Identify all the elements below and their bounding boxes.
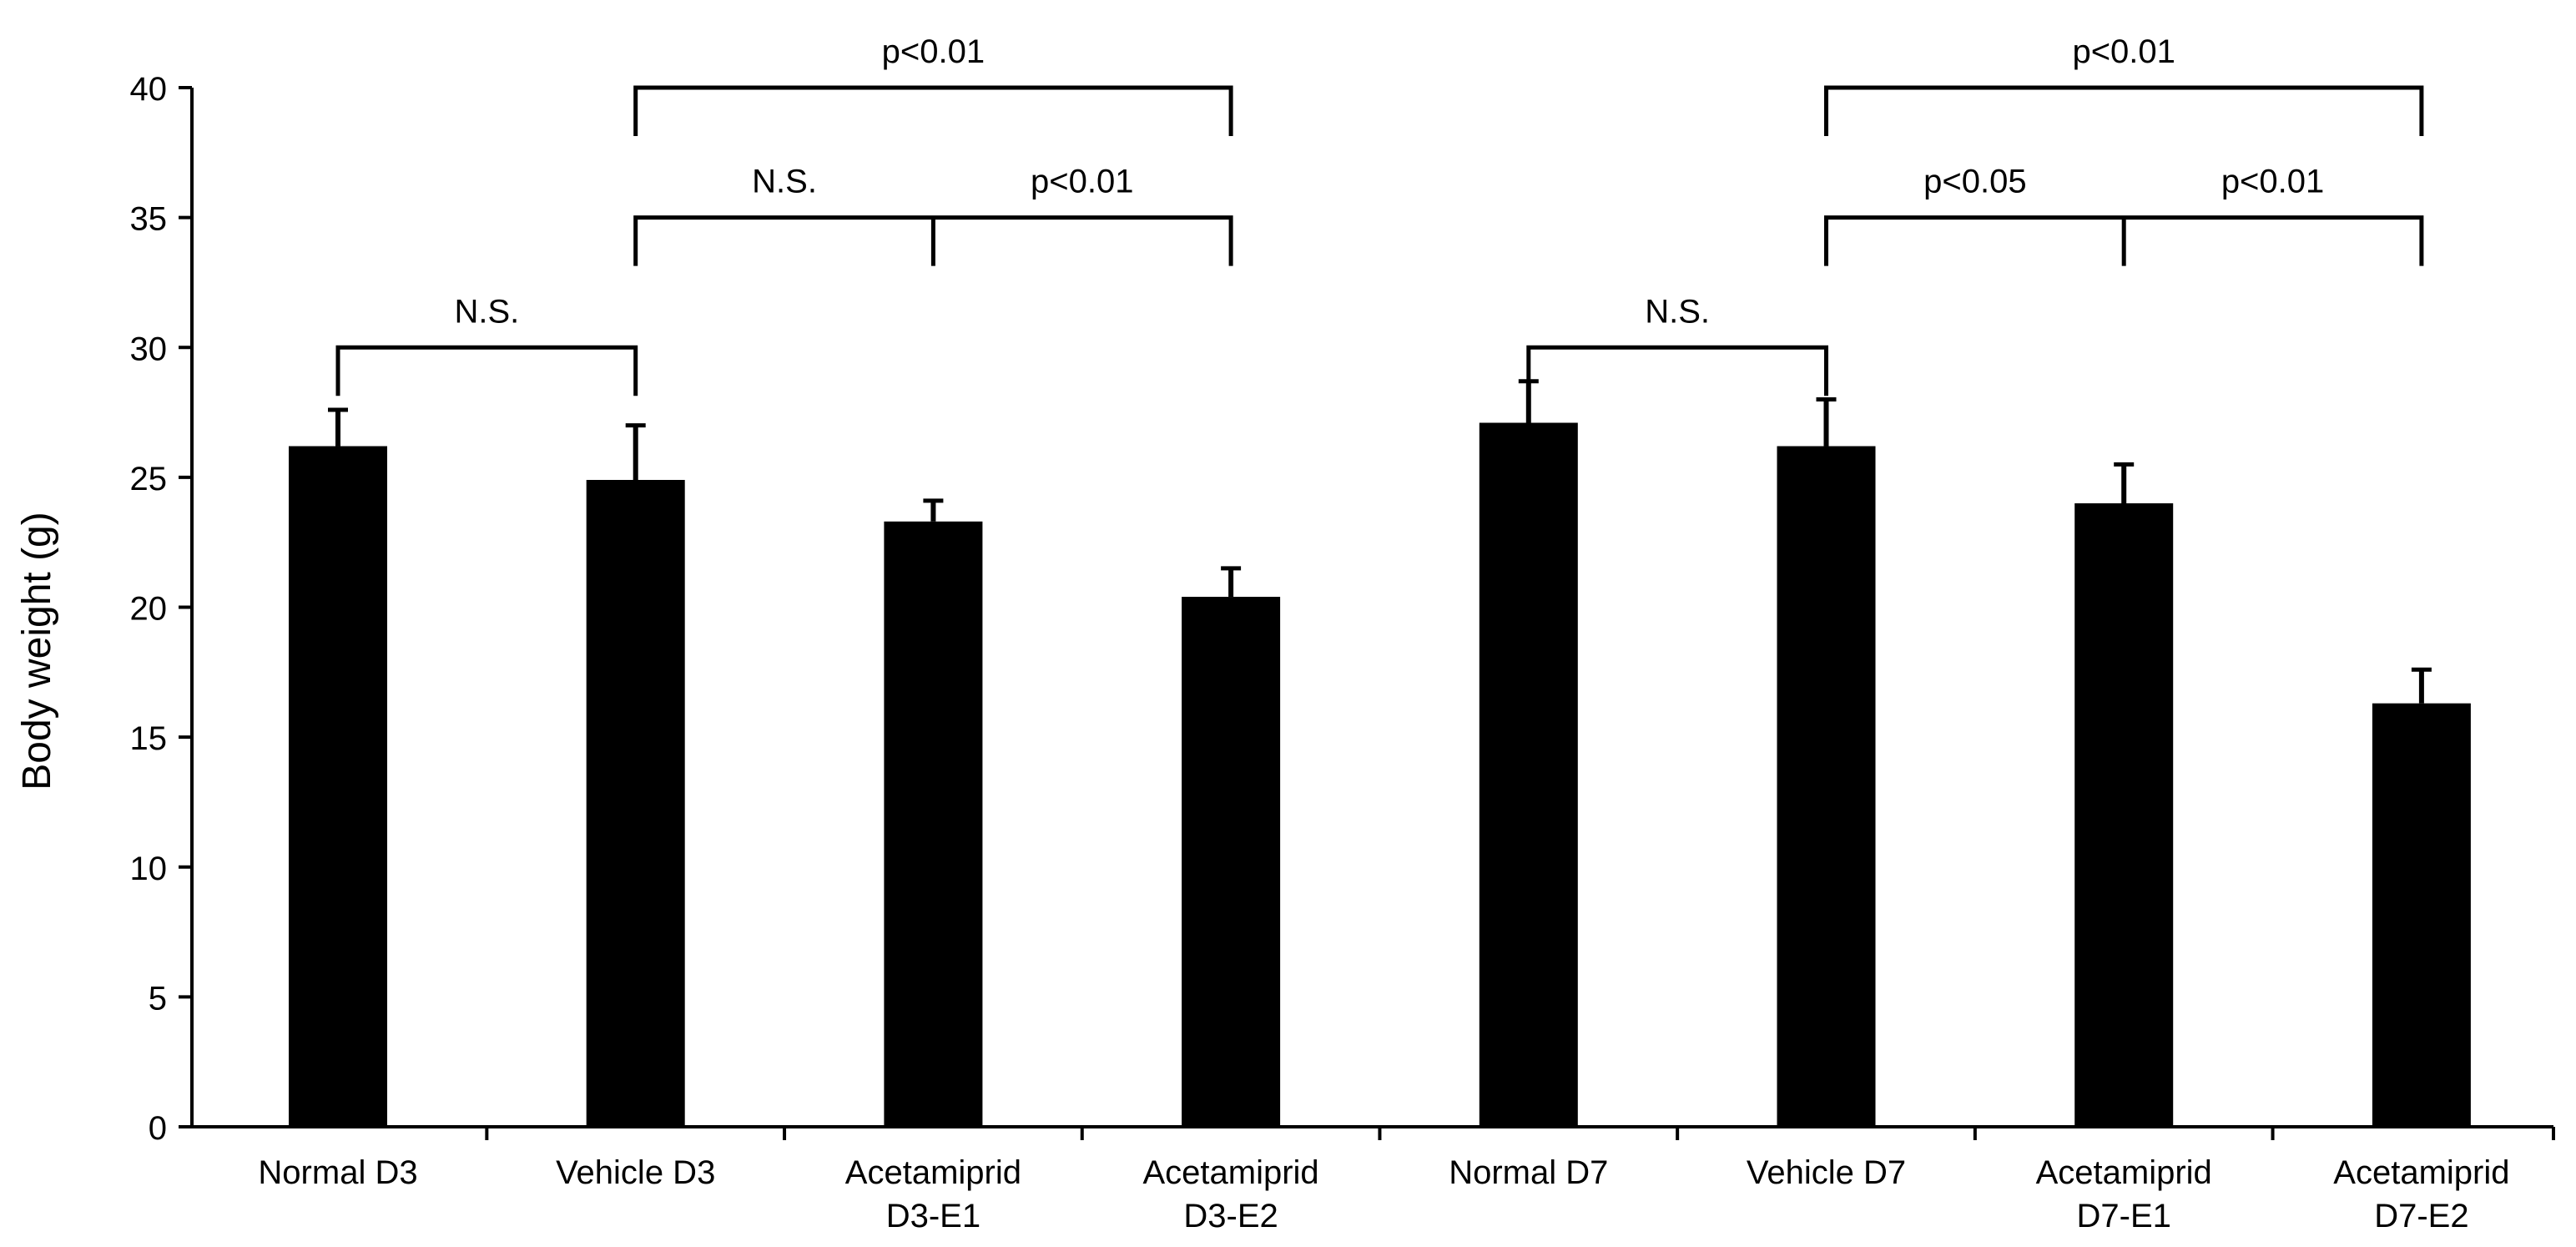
- bar: [2372, 703, 2471, 1127]
- significance-label: p<0.01: [2072, 33, 2175, 70]
- x-tick-label: D7-E1: [2077, 1198, 2171, 1234]
- axes: [179, 86, 2555, 1140]
- significance-annotations: N.S. N.S. p<0.01 p<0.01 N.S. p<0.05 p<0.01 p<0.…: [335, 33, 2424, 396]
- significance-label: N.S.: [1645, 293, 1710, 330]
- tick-labels: 0 5 10 15 20 25 30 35 40 Normal D3 Vehicle D3 Aceta…: [130, 71, 2510, 1234]
- bar: [586, 479, 685, 1127]
- bar: [1479, 422, 1578, 1127]
- y-tick-label: 30: [130, 331, 168, 367]
- x-tick-label: D3-E1: [886, 1198, 980, 1234]
- x-tick-label: Vehicle D3: [556, 1154, 715, 1191]
- y-tick-label: 5: [149, 980, 167, 1017]
- x-tick-label: Acetamiprid: [1142, 1154, 1318, 1191]
- y-tick-label: 15: [130, 720, 168, 757]
- x-tick-label: D7-E2: [2374, 1198, 2468, 1234]
- x-tick-label: Acetamiprid: [2333, 1154, 2509, 1191]
- significance-bracket: [1526, 345, 1828, 396]
- x-tick-label: Acetamiprid: [2036, 1154, 2212, 1191]
- y-tick-label: 35: [130, 201, 168, 238]
- y-tick-label: 40: [130, 71, 168, 108]
- error-bars: [328, 379, 2432, 704]
- bar: [1182, 597, 1281, 1127]
- bar: [289, 446, 387, 1127]
- x-tick-label: Vehicle D7: [1747, 1154, 1906, 1191]
- bar: [2074, 503, 2174, 1127]
- significance-bracket: [1824, 85, 2424, 136]
- bar: [1777, 446, 1876, 1127]
- y-tick-label: 10: [130, 851, 168, 887]
- y-axis-label: Body weight (g): [15, 512, 59, 790]
- significance-label: p<0.01: [1031, 164, 1133, 200]
- bar: [884, 521, 983, 1127]
- y-tick-label: 0: [149, 1110, 167, 1147]
- significance-label: N.S.: [454, 293, 519, 330]
- significance-label: p<0.01: [2221, 164, 2324, 200]
- significance-label: N.S.: [752, 164, 817, 200]
- x-tick-label: Normal D7: [1449, 1154, 1608, 1191]
- y-tick-label: 25: [130, 461, 168, 497]
- x-tick-label: Acetamiprid: [845, 1154, 1021, 1191]
- x-tick-label: Normal D3: [258, 1154, 417, 1191]
- significance-label: p<0.05: [1923, 164, 2026, 200]
- x-tick-label: D3-E2: [1183, 1198, 1278, 1234]
- bars: [289, 422, 2471, 1127]
- y-tick-label: 20: [130, 591, 168, 628]
- significance-bracket: [335, 345, 638, 396]
- significance-label: p<0.01: [882, 33, 985, 70]
- significance-bracket: [633, 85, 1233, 136]
